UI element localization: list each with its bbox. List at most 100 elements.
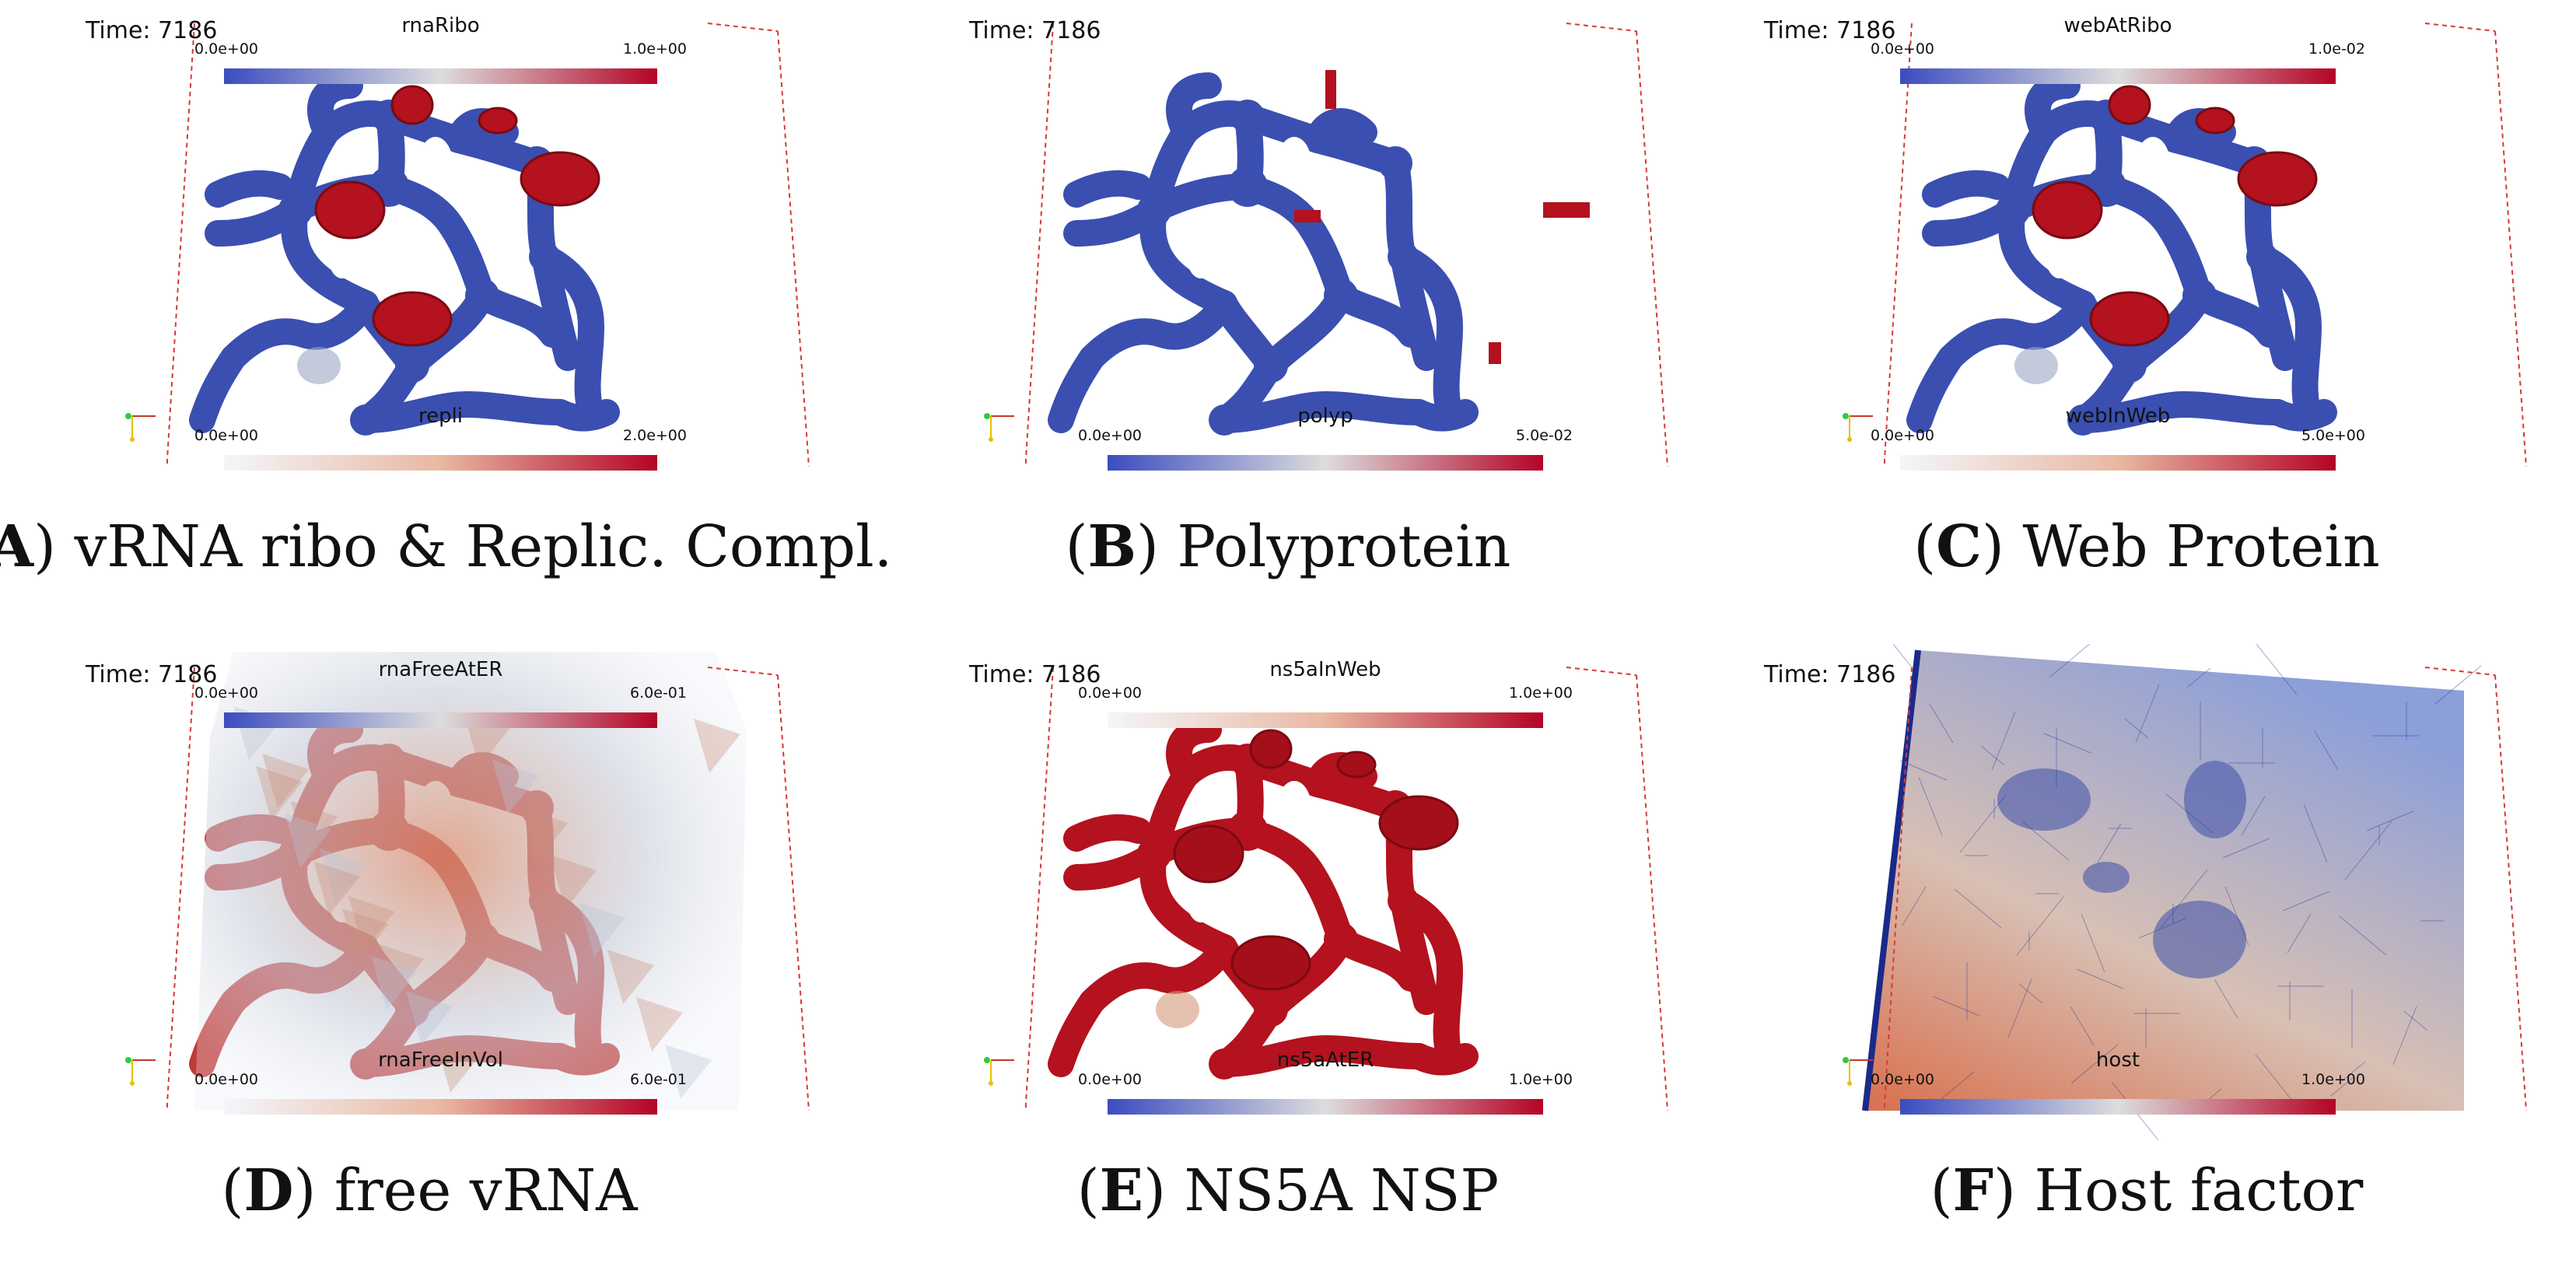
panel-caption: (F) Host factor (1930, 1157, 2364, 1224)
panel-c: Time: 7186 webAtRibo 0.0e+00 1.0e-02 webInWe… (1717, 0, 2576, 644)
top-colorbar-title: ns5aInWeb (1269, 658, 1381, 681)
bottom-colorbar-max: 5.0e+00 (2301, 427, 2365, 444)
top-colorbar-max: 1.0e+00 (1508, 684, 1573, 702)
bottom-colorbar-title: polyp (1297, 404, 1353, 428)
panel-caption-text: Web Protein (2022, 513, 2380, 580)
orientation-axes-icon (125, 413, 156, 442)
bottom-colorbar-min: 0.0e+00 (1871, 427, 1935, 444)
top-colorbar (1108, 712, 1543, 728)
top-colorbar-min: 0.0e+00 (1871, 40, 1935, 58)
bounding-box (166, 23, 810, 467)
render-view (1843, 644, 2527, 1141)
top-colorbar-min: 0.0e+00 (194, 40, 259, 58)
time-label: Time: 7186 (1764, 661, 1896, 688)
bottom-colorbar-max: 1.0e+00 (2301, 1071, 2365, 1088)
top-colorbar-title: webAtRibo (2063, 14, 2172, 37)
bottom-colorbar (1108, 455, 1543, 471)
render-view (984, 23, 1668, 467)
panel-caption: (D) free vRNA (221, 1157, 638, 1224)
time-label: Time: 7186 (1764, 17, 1896, 44)
panel-b: Time: 7186 polyp 0.0e+00 5.0e-02 (B) Polypro… (859, 0, 1717, 644)
bottom-colorbar-max: 6.0e-01 (630, 1071, 687, 1088)
bottom-colorbar-title: repli (418, 404, 464, 428)
bottom-colorbar-min: 0.0e+00 (1078, 1071, 1143, 1088)
bounding-box (1025, 23, 1668, 467)
bottom-colorbar-max: 2.0e+00 (622, 427, 687, 444)
panel-caption-text: free vRNA (334, 1157, 638, 1224)
free-vrna-volume (194, 652, 747, 1111)
vesicle (297, 347, 341, 384)
bottom-colorbar-title: webInWeb (2065, 404, 2171, 428)
panel-caption: (C) Web Protein (1913, 513, 2380, 580)
er-network (1048, 72, 1479, 436)
replication-complexes (1173, 729, 1459, 991)
orientation-axes-icon (125, 1057, 156, 1086)
orientation-axes-icon (984, 1057, 1014, 1086)
panel-e: Time: 7186 ns5aInWeb 0.0e+00 1.0e+00 ns5aAtE… (859, 644, 1717, 1288)
bottom-colorbar (224, 455, 657, 471)
bottom-colorbar-title: host (2095, 1048, 2140, 1072)
replication-complexes (2032, 85, 2318, 347)
vesicle (1156, 991, 1199, 1028)
panel-letter: C (1936, 513, 1983, 580)
orientation-axes-icon (1843, 413, 1873, 442)
bottom-colorbar (1900, 1099, 2336, 1115)
bounding-box (1025, 667, 1668, 1111)
top-colorbar-min: 0.0e+00 (1078, 684, 1143, 702)
top-colorbar (224, 712, 657, 728)
panel-letter: E (1099, 1157, 1144, 1224)
panel-letter: B (1087, 513, 1137, 580)
bottom-colorbar (224, 1099, 657, 1115)
render-view (125, 23, 810, 467)
panel-d: Time: 7186 rnaFreeAtER 0.0e+00 6.0e-01 rnaFr… (0, 644, 859, 1288)
panel-letter: A (0, 513, 34, 580)
vesicle (2014, 347, 2058, 384)
render-view (1843, 23, 2527, 467)
bottom-colorbar-title: rnaFreeInVol (378, 1048, 503, 1072)
top-colorbar (1900, 68, 2336, 84)
panel-caption: (A) vRNA ribo & Replic. Compl. (0, 513, 892, 580)
top-colorbar-max: 6.0e-01 (630, 684, 687, 702)
orientation-axes-icon (1843, 1057, 1873, 1086)
render-view (984, 667, 1668, 1111)
time-label: Time: 7186 (969, 661, 1101, 688)
top-colorbar-min: 0.0e+00 (194, 684, 259, 702)
er-network (189, 72, 620, 436)
time-label: Time: 7186 (86, 661, 218, 688)
bounding-box (166, 667, 810, 1111)
bounding-box (1884, 23, 2527, 467)
time-label: Time: 7186 (86, 17, 218, 44)
host-factor-slab (1862, 644, 2482, 1141)
panel-letter: D (243, 1157, 294, 1224)
bottom-colorbar (1900, 455, 2336, 471)
panel-letter: F (1952, 1157, 1994, 1224)
top-colorbar-title: rnaFreeAtER (378, 658, 503, 681)
bottom-colorbar-max: 5.0e-02 (1516, 427, 1573, 444)
panel-caption-text: Polyprotein (1177, 513, 1511, 580)
bottom-colorbar-min: 0.0e+00 (194, 1071, 259, 1088)
er-network (1048, 716, 1479, 1080)
er-network (1906, 72, 2337, 436)
panel-caption-text: Host factor (2034, 1157, 2364, 1224)
orientation-axes-icon (984, 413, 1014, 442)
replication-complexes (314, 85, 600, 347)
bottom-colorbar-min: 0.0e+00 (1078, 427, 1143, 444)
bottom-colorbar-title: ns5aAtER (1276, 1048, 1374, 1072)
render-view (125, 652, 810, 1111)
top-colorbar-max: 1.0e+00 (622, 40, 687, 58)
bottom-colorbar-min: 0.0e+00 (1871, 1071, 1935, 1088)
bottom-colorbar-max: 1.0e+00 (1508, 1071, 1573, 1088)
top-colorbar (224, 68, 657, 84)
bounding-box (1884, 667, 2527, 1111)
panel-f: Time: 7186 host 0.0e+00 1.0e+00 (F) Host fac… (1717, 644, 2576, 1288)
panel-caption-text: NS5A NSP (1184, 1157, 1500, 1224)
panel-caption: (E) NS5A NSP (1076, 1157, 1500, 1224)
top-colorbar-max: 1.0e-02 (2308, 40, 2365, 58)
panel-caption: (B) Polyprotein (1065, 513, 1511, 580)
panel-a: Time: 7186 rnaRibo 0.0e+00 1.0e+00 repli 0.0e… (0, 0, 892, 644)
panel-caption-text: vRNA ribo & Replic. Compl. (74, 513, 893, 580)
time-label: Time: 7186 (969, 17, 1101, 44)
bottom-colorbar-min: 0.0e+00 (194, 427, 259, 444)
polyprotein-regions (1294, 70, 1590, 364)
bottom-colorbar (1108, 1099, 1543, 1115)
